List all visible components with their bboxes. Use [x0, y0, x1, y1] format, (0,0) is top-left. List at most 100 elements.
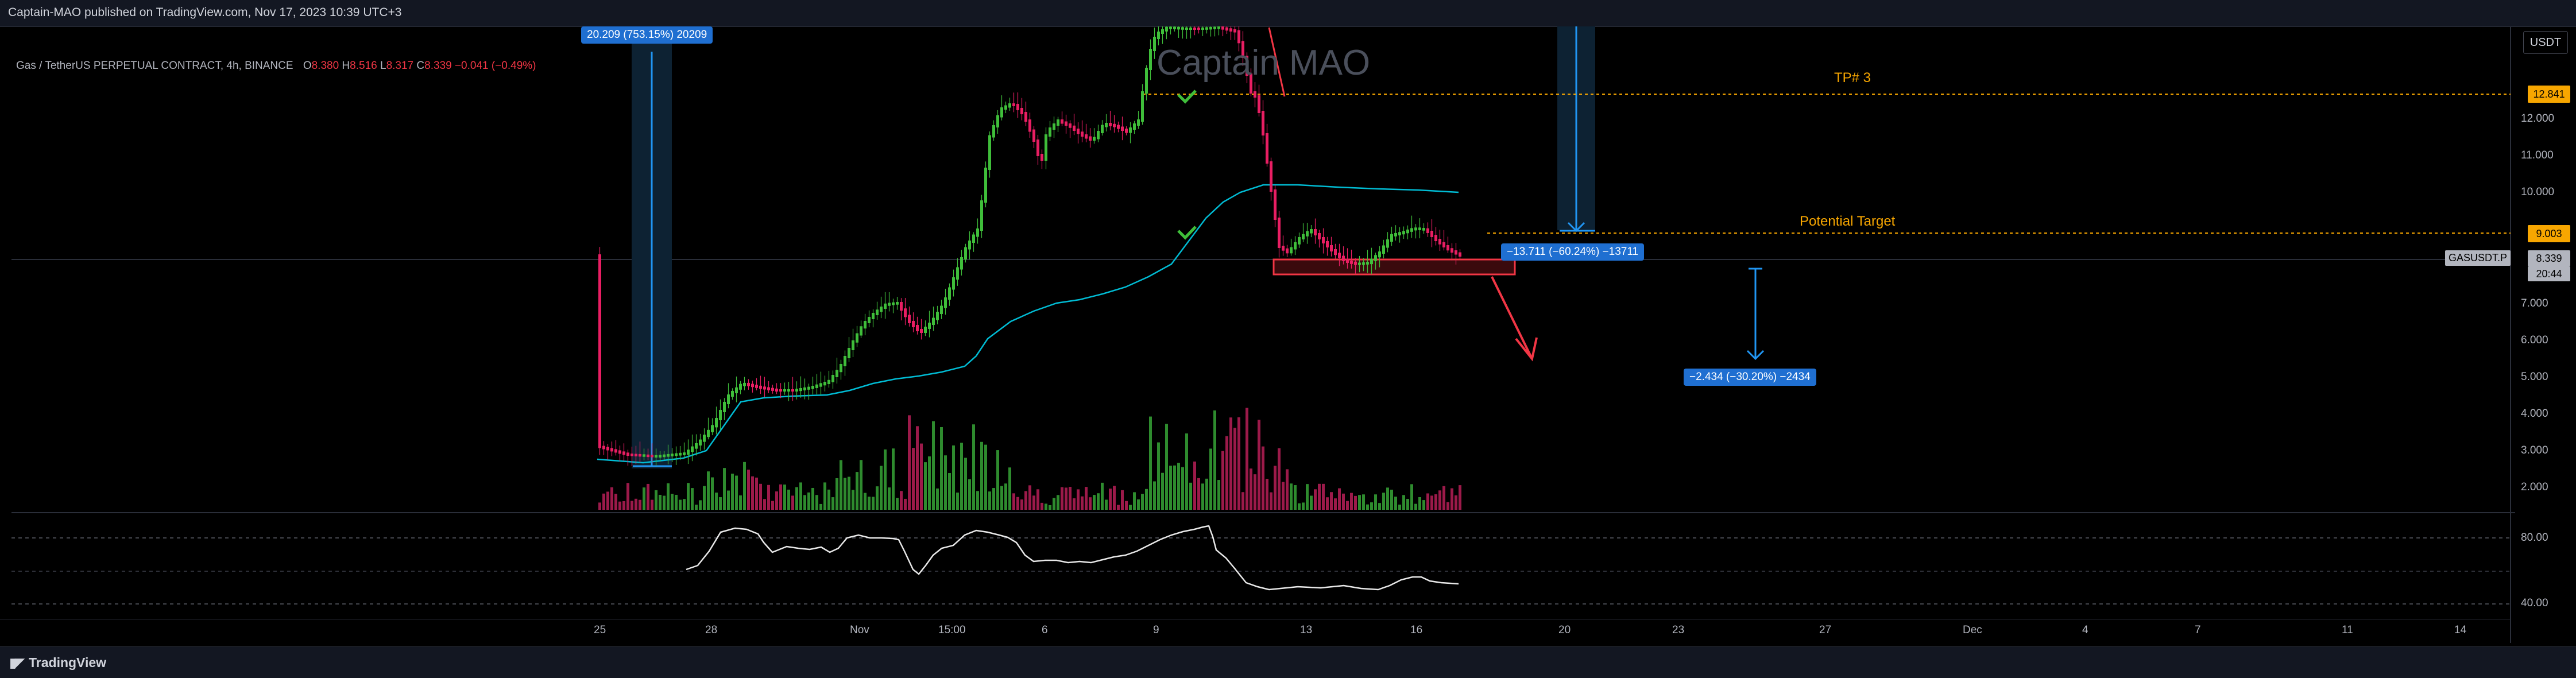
- candle-body: [1390, 234, 1393, 242]
- candle-body: [1410, 228, 1413, 232]
- support-zone[interactable]: [1272, 258, 1516, 276]
- rsi-line[interactable]: [686, 525, 1459, 591]
- candle-body: [675, 453, 678, 456]
- volume-bar: [840, 460, 842, 510]
- volume-bar: [1032, 495, 1035, 510]
- candle-body: [1290, 247, 1293, 254]
- candle-body: [1330, 245, 1333, 251]
- volume-bar: [1185, 433, 1188, 510]
- volume-bar: [759, 483, 762, 510]
- candle-body: [703, 435, 706, 442]
- candle-body: [1157, 32, 1160, 39]
- candle-body: [1302, 234, 1305, 239]
- tradingview-logo[interactable]: ▮◤ TradingView: [9, 655, 106, 671]
- candle-body: [1459, 252, 1461, 257]
- candlestick-series[interactable]: [598, 26, 1461, 466]
- candle-body: [1266, 133, 1268, 164]
- volume-bar: [1061, 487, 1063, 510]
- candle-body: [1374, 255, 1377, 261]
- volume-bar: [1386, 487, 1389, 510]
- volume-bar: [1221, 451, 1224, 510]
- candle-body: [1370, 258, 1373, 265]
- candle-body: [1085, 134, 1088, 139]
- volume-bar: [671, 494, 674, 510]
- volume-bar: [1350, 493, 1353, 510]
- candle-body: [655, 455, 657, 458]
- price-axis[interactable]: 12.000 11.000 10.000 7.000 6.000 5.000 4…: [2511, 26, 2576, 646]
- candle-body: [622, 451, 625, 455]
- time-axis[interactable]: 25 28 Nov 15:00 6 9 13 16 20 23 27 Dec 4…: [0, 619, 2511, 639]
- candle-body: [1113, 123, 1116, 127]
- volume-bar: [819, 503, 822, 510]
- candle-body: [1057, 119, 1059, 126]
- candle-body: [1298, 237, 1301, 245]
- volume-bar: [747, 470, 750, 510]
- candle-body: [606, 447, 609, 451]
- volume-bar: [1121, 490, 1124, 510]
- volume-bar: [803, 495, 806, 510]
- volume-bar: [771, 501, 774, 510]
- volume-bar: [823, 482, 826, 510]
- volume-bar: [795, 487, 798, 510]
- candle-body: [647, 454, 649, 458]
- candle-body: [968, 241, 971, 250]
- candle-body: [1274, 189, 1277, 220]
- chart-area[interactable]: Gas / TetherUS PERPETUAL CONTRACT, 4h, B…: [0, 26, 2576, 646]
- volume-bar: [1133, 492, 1136, 510]
- volume-bar: [731, 474, 734, 510]
- candle-body: [1262, 111, 1264, 135]
- candle-body: [924, 327, 927, 333]
- candle-body: [1229, 28, 1232, 32]
- currency-button[interactable]: USDT: [2523, 31, 2568, 54]
- volume-bar: [1024, 491, 1027, 510]
- volume-bar: [1382, 493, 1385, 510]
- candle-body: [639, 454, 641, 457]
- volume-bar: [1016, 497, 1019, 510]
- volume-bar: [1081, 496, 1084, 510]
- arrow-down-icon: [1746, 350, 1765, 361]
- volume-bar: [856, 472, 858, 510]
- volume-bar: [872, 497, 875, 510]
- candle-body: [904, 308, 907, 317]
- candle-body: [763, 386, 766, 390]
- volume-bar: [1414, 503, 1417, 510]
- candle-body: [651, 455, 653, 458]
- candle-body: [928, 323, 931, 329]
- volume-bar: [1161, 472, 1164, 510]
- candle-body: [868, 317, 871, 323]
- candle-body: [751, 383, 754, 388]
- volume-bar: [976, 491, 979, 510]
- volume-bar: [1125, 501, 1128, 510]
- volume-bar: [743, 462, 746, 510]
- symbol-legend[interactable]: Gas / TetherUS PERPETUAL CONTRACT, 4h, B…: [16, 60, 536, 72]
- potential-target-label[interactable]: Potential Target: [1800, 214, 1896, 229]
- volume-bar: [940, 427, 943, 510]
- tp3-label[interactable]: TP# 3: [1834, 70, 1871, 86]
- price-tick: 7.000: [2521, 297, 2548, 309]
- candle-body: [900, 302, 903, 311]
- moving-average-line[interactable]: [597, 184, 1459, 464]
- price-tick: 5.000: [2521, 371, 2548, 383]
- volume-bar: [1117, 505, 1120, 510]
- last-price-tag: 8.339: [2528, 250, 2570, 266]
- measure-label-down-1[interactable]: −13.711 (−60.24%) −13711: [1501, 243, 1645, 261]
- volume-bar: [1097, 493, 1100, 510]
- symbol-title[interactable]: Gas / TetherUS PERPETUAL CONTRACT, 4h, B…: [16, 60, 293, 72]
- time-tick: 9: [1153, 624, 1159, 636]
- volume-bar: [799, 482, 802, 510]
- candle-body: [743, 382, 746, 386]
- candle-body: [1225, 27, 1228, 31]
- candle-body: [1133, 123, 1136, 130]
- volume-bar: [1229, 417, 1232, 510]
- candle-body: [880, 307, 883, 312]
- candle-body: [1258, 95, 1260, 113]
- candle-body: [1378, 251, 1381, 258]
- candle-body: [1061, 119, 1063, 124]
- candle-body: [687, 450, 690, 455]
- volume-bar: [1446, 502, 1449, 510]
- candle-body: [1165, 26, 1168, 32]
- measure-label-up[interactable]: 20.209 (753.15%) 20209: [581, 26, 713, 44]
- projection-arrow[interactable]: [1491, 276, 1533, 359]
- candle-body: [1201, 27, 1204, 30]
- measure-label-down-2[interactable]: −2.434 (−30.20%) −2434: [1684, 369, 1816, 386]
